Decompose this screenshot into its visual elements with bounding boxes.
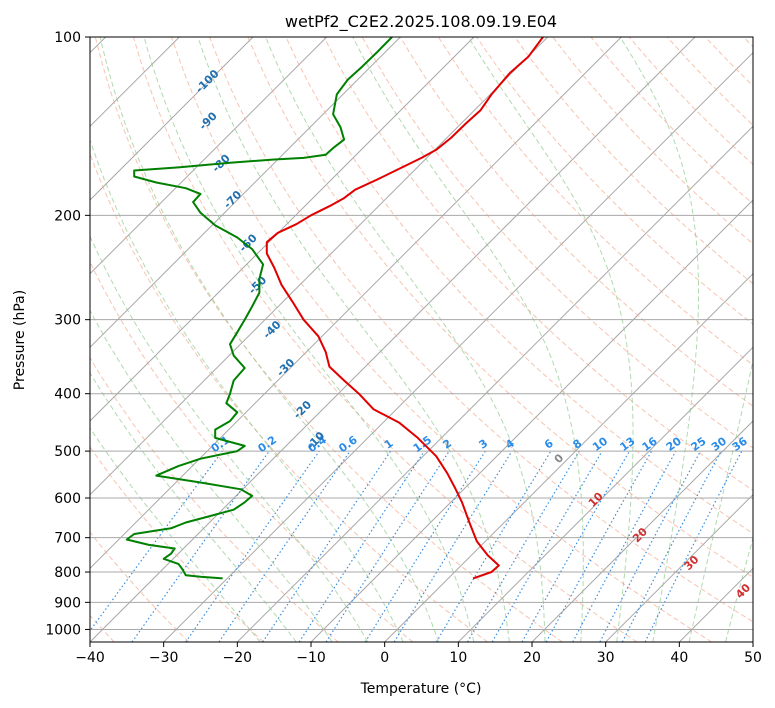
mixing-ratio-line (185, 450, 320, 642)
dry-adiabats (90, 37, 753, 642)
moist-adiabat-line (90, 138, 404, 642)
mixing-ratio-line (521, 450, 631, 642)
mixing-ratio-line (90, 450, 223, 632)
isotherm-line (457, 346, 753, 642)
isotherm-line (90, 37, 254, 201)
moist-adiabat-line (90, 371, 297, 642)
x-tick-label: 40 (670, 650, 688, 666)
mixing-ratio-line (644, 450, 743, 642)
dry-adiabat-line (399, 37, 753, 407)
dry-adiabat-line (361, 37, 753, 449)
mixing-ratio-line (298, 450, 425, 642)
moist-adiabat-line (99, 37, 439, 642)
y-tick-label: 900 (54, 595, 81, 611)
x-tick-label: 30 (597, 650, 615, 666)
x-tick-label: −30 (149, 650, 179, 666)
mixing-ratio-line (131, 450, 270, 642)
y-tick-label: 500 (54, 444, 81, 460)
moist-adiabat-line (90, 427, 261, 642)
y-tick-label: 600 (54, 491, 81, 507)
dry-adiabat-line (247, 37, 753, 578)
moist-adiabat-line (90, 309, 333, 642)
mixing-ratio-line (545, 450, 653, 642)
mixing-ratio-line (572, 450, 677, 642)
dry-adiabat-line (90, 356, 339, 642)
chart-title: wetPf2_C2E2.2025.108.09.19.E04 (285, 12, 557, 32)
moist-adiabat-line (688, 358, 753, 642)
x-tick-label: −10 (296, 650, 326, 666)
y-tick-label: 800 (54, 565, 81, 581)
y-tick-label: 200 (54, 208, 81, 224)
dry-adiabat-line (171, 37, 712, 642)
profiles (125, 37, 544, 580)
mixing-ratio-line (218, 450, 351, 642)
dry-adiabat-line (94, 37, 563, 642)
moist-adiabat-line (143, 37, 475, 642)
isotherm-line (90, 37, 328, 275)
dry-adiabat-line (437, 37, 753, 366)
isotherm-line (236, 125, 753, 642)
dry-adiabat-line (90, 531, 190, 642)
dry-adiabat-line (90, 260, 414, 642)
isotherm-line (384, 272, 753, 642)
isotherm-line (90, 37, 475, 422)
y-tick-label: 100 (54, 30, 81, 46)
plot-frame (89, 36, 754, 643)
moist-adiabat-line (265, 37, 546, 642)
mixing-ratio-lines (90, 450, 743, 642)
x-tick-label: 20 (523, 650, 541, 666)
y-tick-label: 1000 (45, 622, 81, 638)
isotherm-line (90, 37, 401, 349)
dry-adiabat-line (323, 37, 753, 491)
dry-adiabat-line (90, 446, 264, 642)
dry-adiabat-line (209, 37, 753, 623)
x-tick-label: −40 (75, 650, 105, 666)
x-axis-label: Temperature (°C) (360, 681, 482, 697)
temperature-profile-line (265, 37, 544, 580)
isotherm-line (90, 37, 549, 496)
x-tick-label: −20 (223, 650, 253, 666)
y-tick-label: 700 (54, 531, 81, 547)
dry-adiabat-line (285, 37, 753, 535)
moist-adiabat-line (197, 37, 510, 642)
dry-adiabat-line (90, 152, 488, 642)
x-tick-label: 0 (380, 650, 389, 666)
y-axis: 100 200 300 400 500 600 700 800 900 1000 (45, 30, 90, 638)
y-axis-label: Pressure (hPa) (12, 290, 28, 390)
moist-adiabat-line (352, 37, 584, 642)
moist-adiabat-line (619, 37, 699, 642)
mixing-ratio-line (325, 450, 450, 642)
dewpoint-profile-line (125, 37, 393, 580)
isotherm-line (163, 51, 753, 642)
plot-area (90, 37, 753, 642)
x-axis: −40 −30 −20 −10 0 10 20 30 40 50 (75, 642, 762, 666)
y-tick-label: 300 (54, 313, 81, 329)
isotherm-line (90, 37, 696, 642)
dry-adiabat-line (132, 37, 638, 642)
mixing-ratio-line (262, 450, 392, 642)
moist-adiabat-line (725, 536, 753, 642)
isobars (90, 37, 753, 630)
x-tick-label: 50 (744, 650, 762, 666)
isotherm-line (605, 493, 753, 642)
mixing-ratio-line (393, 450, 513, 642)
x-tick-label: 10 (449, 650, 467, 666)
isotherm-line (531, 420, 753, 642)
moist-adiabat-line (90, 235, 369, 642)
dry-adiabat-line (514, 37, 753, 285)
y-tick-label: 400 (54, 387, 81, 403)
